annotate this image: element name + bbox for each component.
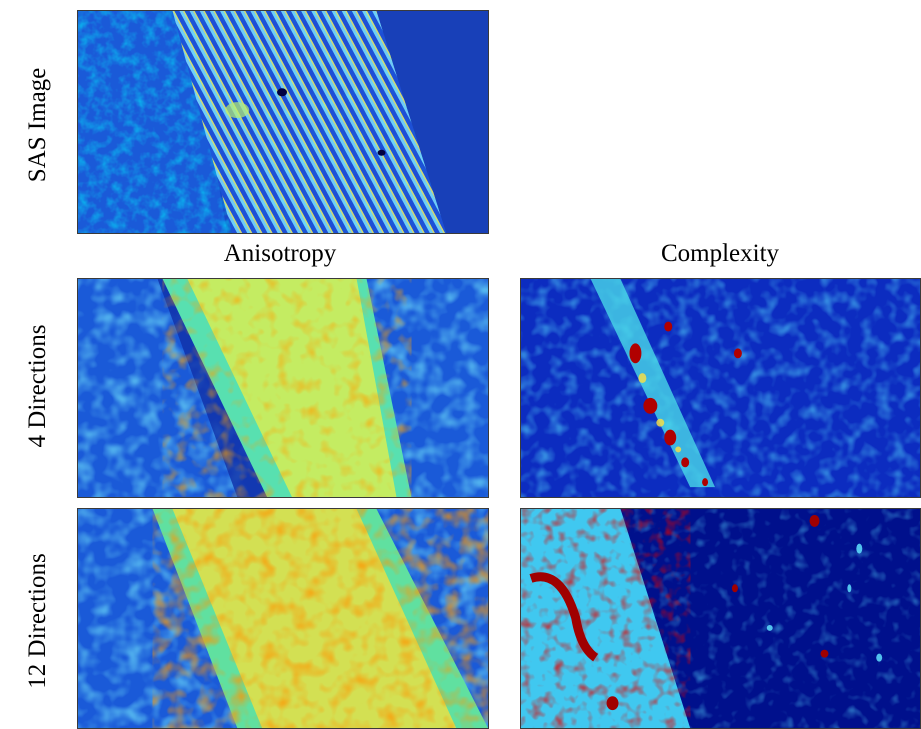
- complexity-12-directions-panel: [520, 508, 921, 729]
- sas-image-picture: [78, 11, 488, 233]
- sas-image-panel: [77, 10, 489, 234]
- anisotropy-12-directions-panel: [77, 508, 489, 729]
- anisotropy-4-directions-panel: [77, 278, 489, 498]
- anisotropy-4-directions-heatmap: [78, 279, 488, 497]
- column-label-complexity: Complexity: [660, 240, 780, 267]
- row-label-sas-image: SAS Image: [24, 67, 51, 183]
- row-label-4-directions: 4 Directions: [24, 324, 51, 448]
- complexity-4-directions-heatmap: [521, 279, 920, 497]
- row-label-12-directions: 12 Directions: [24, 553, 51, 689]
- complexity-12-directions-heatmap: [521, 509, 920, 728]
- column-label-anisotropy: Anisotropy: [223, 240, 337, 267]
- anisotropy-12-directions-heatmap: [78, 509, 488, 728]
- complexity-4-directions-panel: [520, 278, 921, 498]
